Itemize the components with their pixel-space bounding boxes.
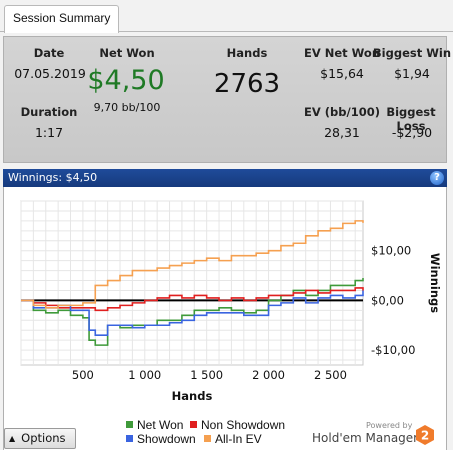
- legend-label: All-In EV: [215, 432, 262, 446]
- series-line-showdown: [21, 290, 364, 336]
- options-label: Options: [21, 431, 66, 445]
- winnings-panel-header: Winnings: $4,50 ?: [3, 169, 447, 187]
- legend-label: Net Won: [137, 418, 184, 432]
- legend-swatch-non-showdown: [190, 421, 197, 428]
- powered-by-text: Powered by: [366, 421, 413, 430]
- legend-label: Non Showdown: [201, 418, 286, 432]
- triangle-up-icon: ▲: [9, 434, 16, 443]
- biggest-loss-label: Biggest Loss: [386, 105, 436, 133]
- x-tick-label: 2 000: [252, 368, 285, 382]
- help-icon[interactable]: ?: [430, 171, 444, 185]
- ev-bb-value: 28,31: [324, 125, 360, 140]
- series-line-non-showdown: [21, 287, 364, 312]
- holdem-manager-logo: 2: [416, 425, 434, 445]
- duration-value: 1:17: [34, 125, 64, 140]
- legend-swatch-all-in-ev: [204, 435, 211, 442]
- options-button[interactable]: ▲ Options: [4, 428, 76, 449]
- logo-text: 2: [421, 429, 429, 443]
- winnings-chart-area: 500 1 000 1 500 2 000 2 500 $10,00 $0,00 -$10,0…: [3, 187, 447, 450]
- y-tick-label: -$10,00: [371, 343, 415, 357]
- biggest-loss-value: -$2,90: [391, 125, 433, 140]
- net-won-value: $4,50: [87, 65, 165, 96]
- duration-label: Duration: [20, 105, 78, 119]
- brand-name: Hold'em Manager: [312, 431, 419, 445]
- winnings-title: Winnings: $4,50: [8, 171, 98, 184]
- hands-value: 2763: [213, 69, 281, 99]
- legend-non-showdown: Non Showdown: [190, 418, 285, 432]
- legend-label: Showdown: [137, 432, 196, 446]
- series-line-all-in-ev: [21, 220, 364, 309]
- tab-session-summary[interactable]: Session Summary: [4, 5, 119, 33]
- legend-all-in-ev: All-In EV: [204, 432, 262, 446]
- date-label: Date: [33, 46, 65, 60]
- y-tick-label: $0,00: [371, 293, 404, 307]
- biggest-win-value: $1,94: [394, 66, 430, 81]
- y-axis-title: Winnings: [428, 253, 442, 313]
- date-value: 07.05.2019: [14, 66, 86, 81]
- ev-net-won-label: EV Net Won: [303, 46, 381, 60]
- x-tick-label: 2 500: [314, 368, 347, 382]
- legend-swatch-showdown: [126, 435, 133, 442]
- winnings-chart: 500 1 000 1 500 2 000 2 500 $10,00 $0,00 -$10,0…: [20, 200, 442, 403]
- x-tick-label: 1 500: [190, 368, 223, 382]
- legend-swatch-net-won: [126, 421, 133, 428]
- net-won-bb: 9,70 bb/100: [93, 101, 161, 114]
- legend-showdown: Showdown: [126, 432, 196, 446]
- biggest-win-label: Biggest Win: [372, 46, 452, 60]
- hands-label: Hands: [226, 46, 268, 60]
- ev-bb-label: EV (bb/100): [304, 105, 380, 119]
- y-tick-label: $10,00: [371, 244, 411, 258]
- x-tick-label: 500: [72, 368, 94, 382]
- x-axis-title: Hands: [172, 389, 213, 403]
- legend-net-won: Net Won: [126, 418, 183, 432]
- ev-net-won-value: $15,64: [320, 66, 364, 81]
- tab-bar: Session Summary: [0, 0, 453, 33]
- net-won-label: Net Won: [99, 46, 155, 60]
- session-summary-panel: Date 07.05.2019 Duration 1:17 Net Won $4…: [3, 36, 451, 163]
- x-tick-label: 1 000: [128, 368, 161, 382]
